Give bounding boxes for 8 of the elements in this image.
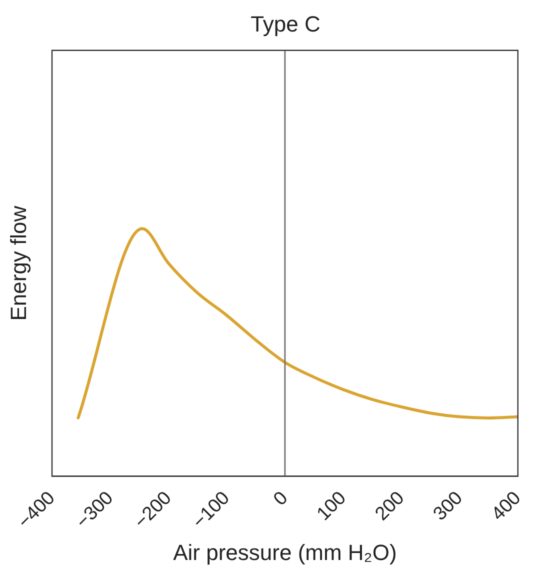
y-axis-title: Energy flow	[6, 206, 32, 321]
x-axis-title: Air pressure (mm H₂O)	[173, 540, 397, 565]
x-tick-label: 0	[270, 488, 292, 510]
x-tick-label: 300	[430, 488, 467, 525]
x-tick-label: 200	[371, 488, 409, 525]
x-tick-label: 100	[313, 488, 350, 525]
x-tick-label: 400	[488, 488, 526, 525]
chart-title: Type C	[250, 11, 320, 36]
